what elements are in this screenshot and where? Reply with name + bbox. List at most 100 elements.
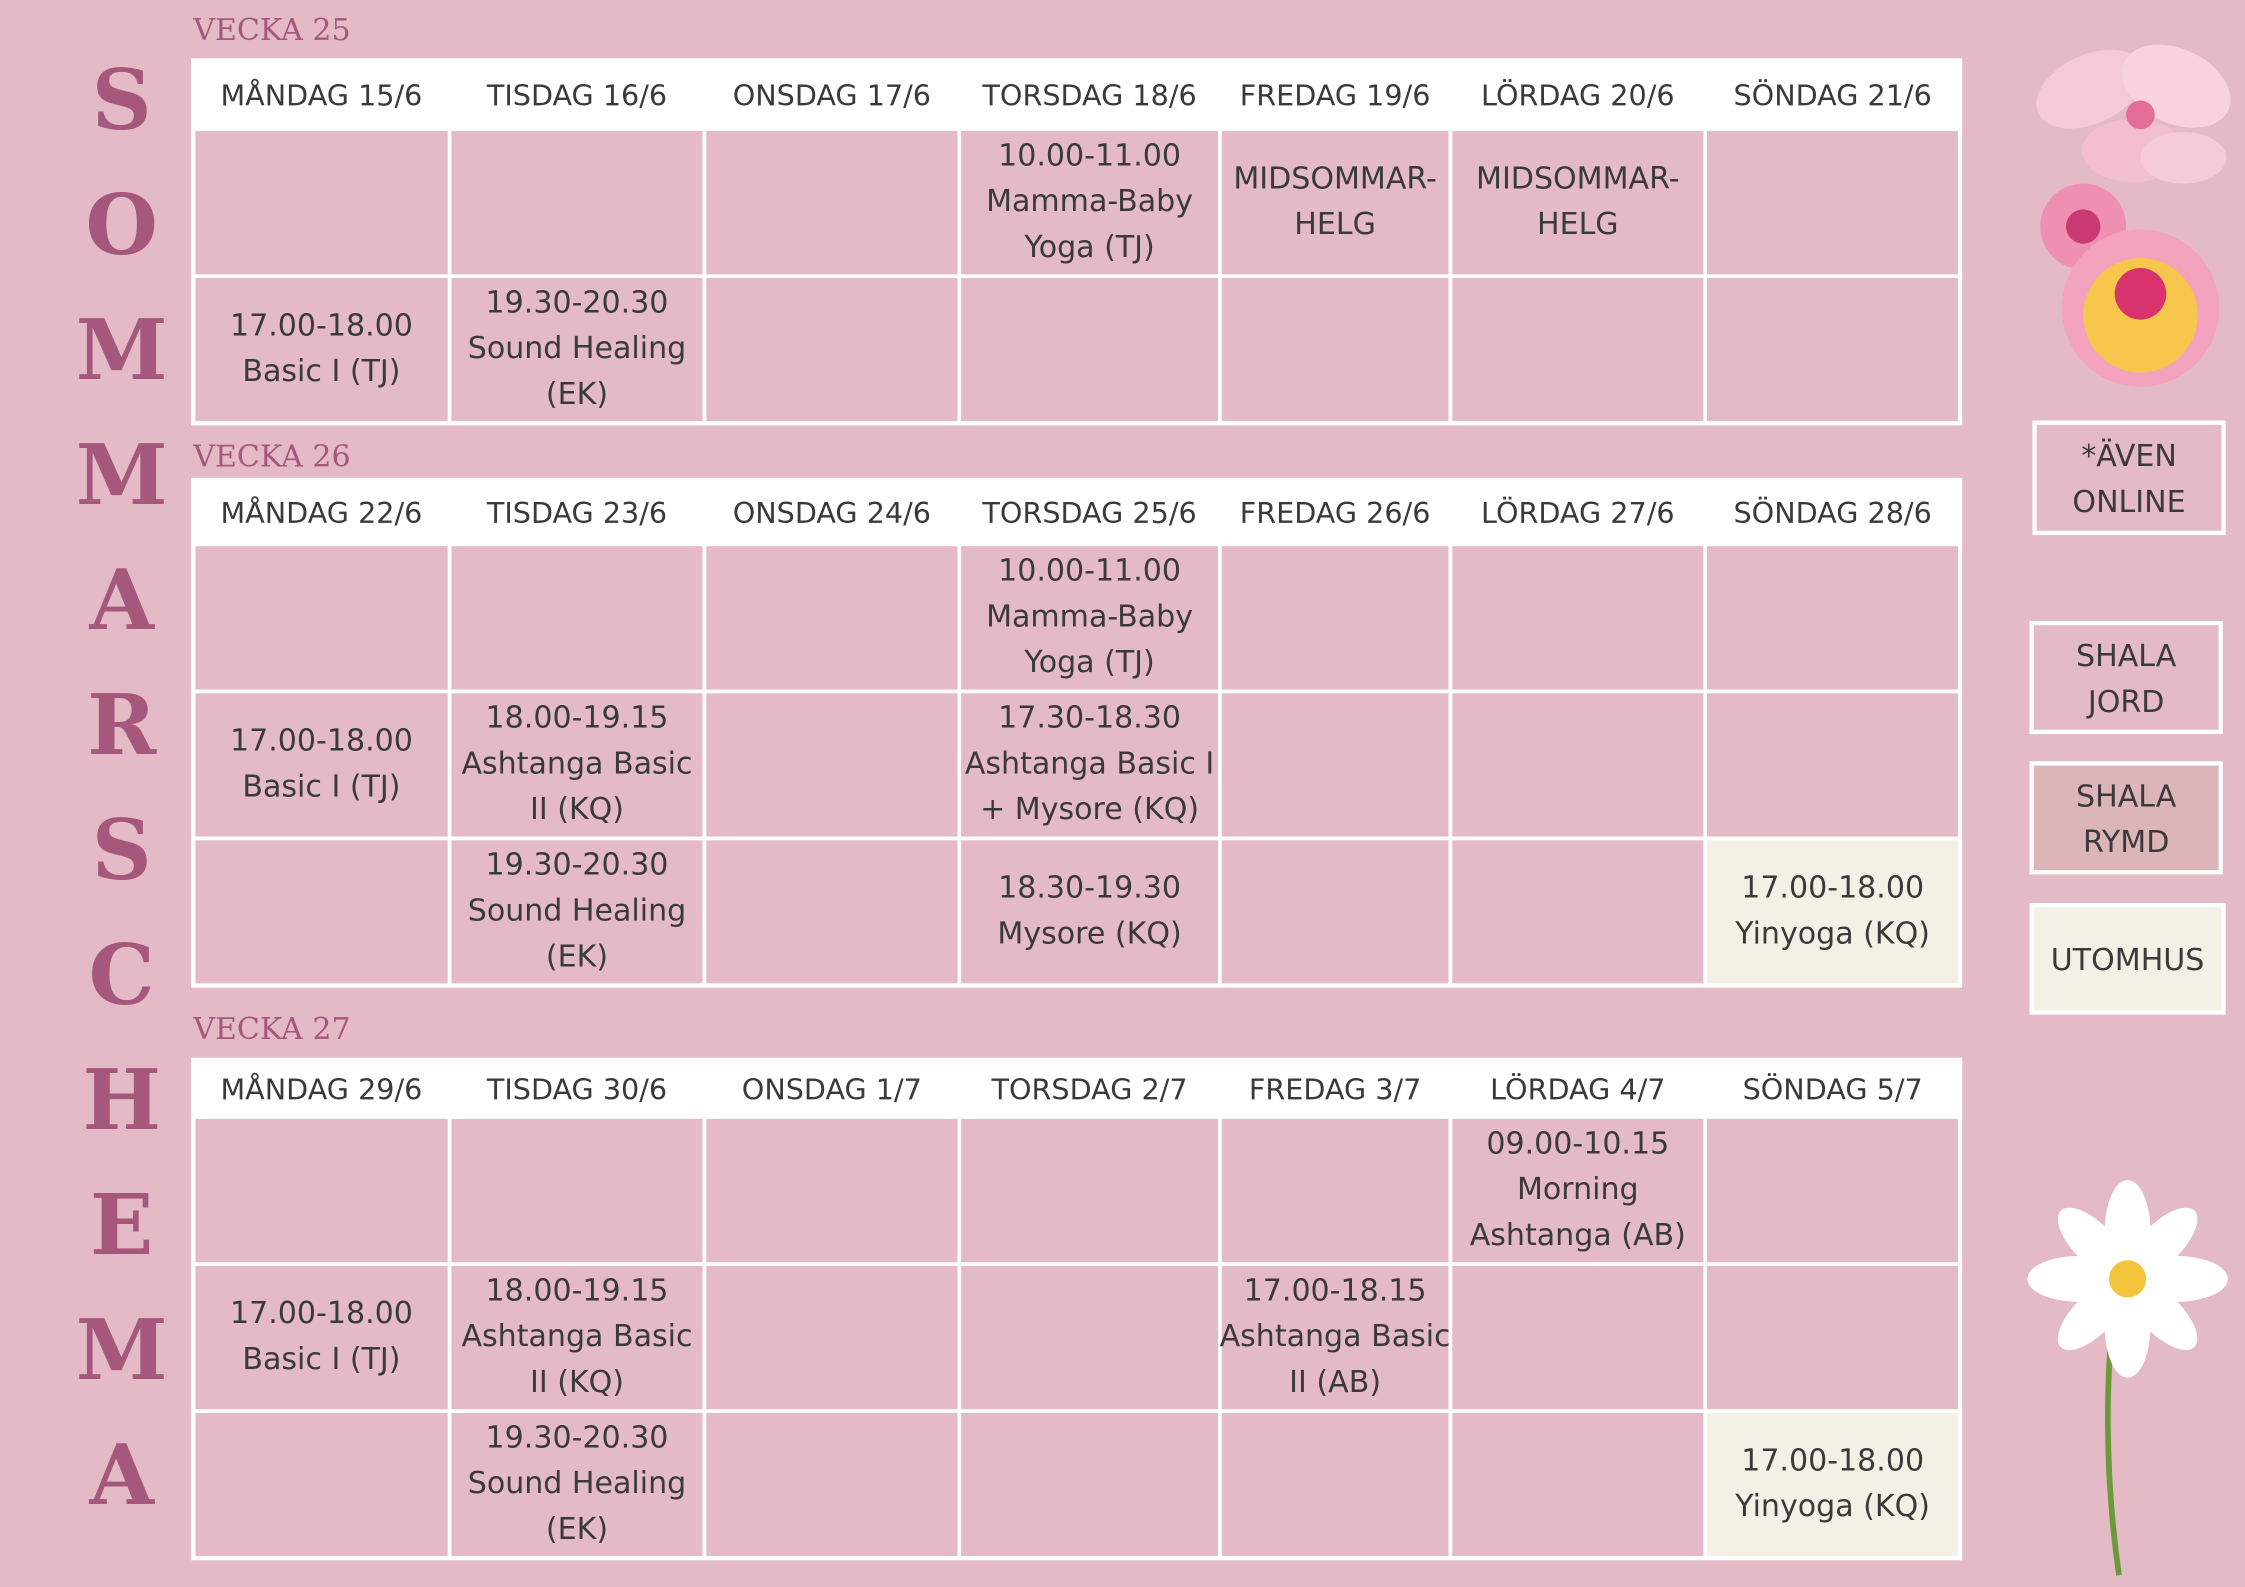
title-letter: M xyxy=(76,301,168,399)
day-header: FREDAG 3/7 xyxy=(1249,1072,1421,1106)
cell-text: 17.00-18.00 xyxy=(1741,871,1924,906)
cell-text: SHALA xyxy=(2076,639,2177,674)
cell-text: Ashtanga Basic xyxy=(461,746,692,781)
cell-text: Sound Healing xyxy=(468,331,686,366)
cell-text: Yoga (TJ) xyxy=(1023,230,1154,265)
cell-text: II (AB) xyxy=(1289,1365,1381,1400)
cell-text: 18.00-19.15 xyxy=(486,1273,669,1308)
cell-text: (EK) xyxy=(546,377,608,412)
cell-text: Mamma-Baby xyxy=(986,599,1193,634)
white-flower xyxy=(2027,1180,2228,1576)
day-header: SÖNDAG 28/6 xyxy=(1734,496,1932,530)
week-label: VECKA 26 xyxy=(192,439,350,474)
header-row xyxy=(193,60,1961,130)
day-header: MÅNDAG 29/6 xyxy=(220,1072,422,1106)
cell-text: RYMD xyxy=(2083,825,2169,860)
cell-text: 19.30-20.30 xyxy=(486,1420,669,1455)
cell-text: Ashtanga (AB) xyxy=(1470,1218,1686,1253)
cell-text: ONLINE xyxy=(2072,485,2185,520)
table-border xyxy=(191,1057,1963,1561)
cell-text: Mamma-Baby xyxy=(986,184,1193,219)
cell-text: + Mysore (KQ) xyxy=(980,792,1199,827)
cell-text: 09.00-10.15 xyxy=(1486,1126,1669,1161)
cell-text: *ÄVEN xyxy=(2081,438,2177,474)
week-label: VECKA 25 xyxy=(192,13,350,48)
cell-text: 17.00-18.00 xyxy=(1741,1443,1924,1478)
header-row xyxy=(193,479,1961,545)
title-letter: H xyxy=(82,1051,160,1149)
day-header: LÖRDAG 27/6 xyxy=(1481,496,1675,530)
cell xyxy=(1703,836,1962,988)
orchid xyxy=(2036,44,2231,184)
hibiscus xyxy=(2061,229,2220,387)
legend-box xyxy=(2029,761,2223,875)
legend-box xyxy=(2032,420,2226,536)
title-letter: C xyxy=(89,926,155,1024)
day-header: MÅNDAG 15/6 xyxy=(220,79,422,113)
cell-text: Yinyoga (KQ) xyxy=(1734,916,1930,951)
title-letter: A xyxy=(88,551,155,649)
title-letter: S xyxy=(92,801,152,899)
day-header: ONSDAG 17/6 xyxy=(733,79,931,113)
day-header: MÅNDAG 22/6 xyxy=(220,496,422,530)
cell-text: 17.00-18.15 xyxy=(1244,1273,1427,1308)
cell-text: 10.00-11.00 xyxy=(998,554,1181,589)
day-header: SÖNDAG 5/7 xyxy=(1743,1072,1923,1106)
title-letter: S xyxy=(92,51,152,149)
cell-text: 17.00-18.00 xyxy=(230,724,413,759)
cell-text: Yinyoga (KQ) xyxy=(1734,1489,1930,1524)
day-header: ONSDAG 24/6 xyxy=(733,496,931,530)
table-border xyxy=(191,477,1963,988)
cell-text: 17.00-18.00 xyxy=(230,1296,413,1331)
cell-text: MIDSOMMAR- xyxy=(1476,161,1680,196)
title-letter: R xyxy=(87,676,157,774)
day-header: TISDAG 30/6 xyxy=(486,1072,667,1106)
cell-text: MIDSOMMAR- xyxy=(1233,161,1437,196)
cell-text: (EK) xyxy=(546,939,608,974)
cell-text: Ashtanga Basic xyxy=(461,1319,692,1354)
cell-text: Basic I (TJ) xyxy=(242,354,400,389)
cell-text: Ashtanga Basic xyxy=(1220,1319,1451,1354)
day-header: TORSDAG 18/6 xyxy=(981,79,1196,113)
cell-text: UTOMHUS xyxy=(2051,943,2205,978)
cell-text: HELG xyxy=(1294,207,1376,242)
cell-text: Sound Healing xyxy=(468,893,686,928)
cell-text: SHALA xyxy=(2076,779,2177,814)
cell xyxy=(1703,1409,1962,1560)
cell-text: 19.30-20.30 xyxy=(486,848,669,883)
title-letter: A xyxy=(88,1426,155,1524)
cell-text: Morning xyxy=(1517,1172,1639,1207)
week-label: VECKA 27 xyxy=(192,1012,350,1047)
day-header: FREDAG 26/6 xyxy=(1240,496,1431,530)
day-header: LÖRDAG 4/7 xyxy=(1490,1072,1665,1106)
decorations xyxy=(2027,44,2231,1576)
cell-text: (EK) xyxy=(546,1512,608,1547)
cell-text: 10.00-11.00 xyxy=(998,138,1181,173)
legend-box xyxy=(2029,620,2223,735)
cell-text: 17.30-18.30 xyxy=(998,701,1181,736)
day-header: TORSDAG 25/6 xyxy=(981,496,1196,530)
table-border xyxy=(191,58,1963,426)
day-header: FREDAG 19/6 xyxy=(1240,79,1431,113)
cell-text: 18.30-19.30 xyxy=(998,871,1181,906)
cell-text: 17.00-18.00 xyxy=(230,308,413,343)
cell-text: HELG xyxy=(1537,207,1619,242)
cell-text: Basic I (TJ) xyxy=(242,769,400,804)
cell-text: Yoga (TJ) xyxy=(1023,645,1154,680)
day-header: TORSDAG 2/7 xyxy=(991,1072,1188,1106)
cell-text: 19.30-20.30 xyxy=(486,285,669,320)
cell-text: JORD xyxy=(2086,685,2165,720)
header-row xyxy=(193,1059,1961,1118)
title-letter: M xyxy=(76,1301,168,1399)
day-header: LÖRDAG 20/6 xyxy=(1481,79,1675,113)
day-header: SÖNDAG 21/6 xyxy=(1734,79,1932,113)
cell-text: Ashtanga Basic I xyxy=(965,746,1215,781)
cell-text: Sound Healing xyxy=(468,1466,686,1501)
title-letter: M xyxy=(76,426,168,524)
day-header: TISDAG 16/6 xyxy=(486,79,667,113)
cell-text: II (KQ) xyxy=(530,1365,624,1400)
cell-text: Basic I (TJ) xyxy=(242,1342,400,1377)
cell-text: II (KQ) xyxy=(530,792,624,827)
